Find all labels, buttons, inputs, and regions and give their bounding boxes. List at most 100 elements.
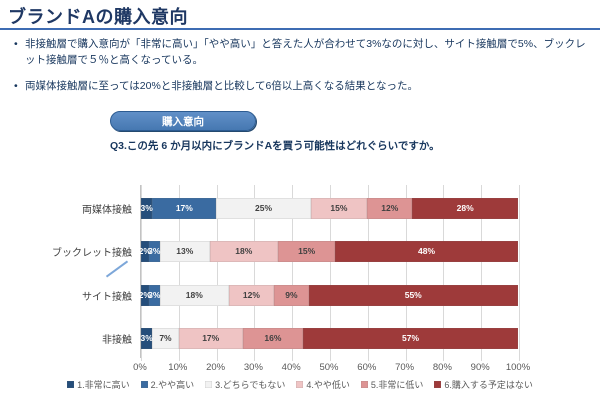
category-label: 両媒体接触 xyxy=(82,205,132,216)
legend-label: 3.どちらでもない xyxy=(215,380,286,390)
bar-segment: 3% xyxy=(140,198,153,219)
bar: 2% 3% 18% 12% 9% 55% xyxy=(138,285,518,306)
bar-segment: 55% xyxy=(308,285,518,306)
bar-segment-label: 15% xyxy=(330,203,348,214)
title-underline xyxy=(0,28,600,30)
gridline xyxy=(405,185,407,361)
legend: 1.非常に高い 2.やや高い 3.どちらでもない 4.やや低い 5.非常に低い 6.購入す… xyxy=(0,378,600,391)
bar-segment-label: 17% xyxy=(175,203,193,214)
legend-marker xyxy=(67,381,75,388)
bar-segment-label: 18% xyxy=(185,290,203,301)
bar-segment: 17% xyxy=(152,198,217,219)
category-label: ブックレット接触 xyxy=(52,248,132,259)
bullet-item: 非接触層で購入意向が「非常に高い」「やや高い」と答えた人が合わせて3%なのに対し… xyxy=(14,36,592,69)
gridline xyxy=(292,185,294,361)
legend-marker xyxy=(434,381,442,388)
bar: 2% 3% 13% 18% 15% 48% xyxy=(138,241,518,262)
legend-label: 2.やや高い xyxy=(150,380,195,390)
bar-segment: 3% xyxy=(148,285,161,306)
bar-segment-label: 12% xyxy=(381,203,399,214)
bar-segment-label: 25% xyxy=(254,203,272,214)
bar-segment: 57% xyxy=(303,328,518,349)
bar-segment-label: 17% xyxy=(202,333,220,344)
category-axis: 両媒体接触ブックレット接触サイト接触非接触 xyxy=(0,185,136,358)
bar-segment-label: 55% xyxy=(404,290,422,301)
category-label: 非接触 xyxy=(102,335,132,346)
legend-item: 5.非常に低い xyxy=(360,378,424,391)
bar-segment: 17% xyxy=(178,328,243,349)
bullet-item: 両媒体接触層に至っては20%と非接触層と比較して6倍以上高くなる結果となった。 xyxy=(14,78,592,95)
x-axis-tick-label: 0% xyxy=(133,362,147,373)
x-axis-tick-label: 50% xyxy=(319,362,339,373)
bar-segment-label: 2% xyxy=(138,246,151,257)
legend-item: 3.どちらでもない xyxy=(205,378,285,391)
page-title: ブランドAの購入意向 xyxy=(8,7,188,27)
bar-segment: 12% xyxy=(367,198,413,219)
bar-segment: 12% xyxy=(228,285,275,306)
x-axis-tick-label: 40% xyxy=(281,362,301,373)
gridline xyxy=(216,185,218,361)
legend-item: 4.やや低い xyxy=(296,378,350,391)
bar-segment-label: 3% xyxy=(148,290,161,301)
x-axis-tick-label: 100% xyxy=(505,362,531,373)
bar-segment-label: 3% xyxy=(140,203,153,214)
legend-label: 6.購入する予定はない xyxy=(444,380,533,390)
category-label: サイト接触 xyxy=(82,292,132,303)
x-axis: 0% 10% 20% 30% 40% 50% 60% 70% 80% 90% 100% xyxy=(133,362,530,374)
x-axis-tick-label: 90% xyxy=(470,362,490,373)
bar-segment: 18% xyxy=(160,285,229,306)
bar-segment: 13% xyxy=(160,241,210,262)
bar-segment-label: 3% xyxy=(148,246,161,257)
bar-segment: 28% xyxy=(412,198,518,219)
gridline xyxy=(519,185,520,361)
legend-marker xyxy=(140,381,148,388)
plot-area: 3% 17% 25% 15% 12% 28% 2% 3% 13% 18% 15% 48% 2% 3% 18%… xyxy=(138,185,520,361)
bar-segment: 15% xyxy=(278,241,336,262)
bar-segment-label: 28% xyxy=(456,203,474,214)
bar-segment-label: 18% xyxy=(235,246,253,257)
legend-item: 1.非常に高い xyxy=(67,378,130,391)
bar-segment: 2% xyxy=(138,285,151,306)
gridline xyxy=(330,185,331,361)
bullet-list: 非接触層で購入意向が「非常に高い」「やや高い」と答えた人が合わせて3%なのに対し… xyxy=(14,36,592,103)
bar-segment-label: 7% xyxy=(159,333,172,344)
bar-segment: 15% xyxy=(310,198,368,219)
bar-segment-label: 3% xyxy=(140,333,153,344)
legend-marker xyxy=(360,381,368,388)
bar-segment-label: 48% xyxy=(418,246,436,257)
gridline xyxy=(481,185,483,361)
bar: 3% 17% 25% 15% 12% 28% xyxy=(141,198,518,219)
legend-item: 6.購入する予定はない xyxy=(434,378,533,391)
legend-label: 5.非常に低い xyxy=(370,380,424,390)
x-axis-tick-label: 60% xyxy=(357,362,377,373)
purchase-intent-button[interactable]: 購入意向 xyxy=(110,111,256,131)
gridline xyxy=(178,185,180,361)
bar-segment: 25% xyxy=(216,198,311,219)
bar-segment-label: 57% xyxy=(401,333,419,344)
legend-marker xyxy=(296,381,304,388)
bar-segment-label: 2% xyxy=(138,290,151,301)
gridline xyxy=(443,185,445,361)
bar-segment: 3% xyxy=(140,328,153,349)
legend-label: 4.やや低い xyxy=(306,380,350,390)
legend-marker xyxy=(205,381,213,388)
bar-segment-label: 13% xyxy=(176,246,194,257)
bar-segment: 18% xyxy=(209,241,279,262)
gridline xyxy=(367,185,369,361)
bar-segment: 9% xyxy=(274,285,309,306)
purchase-intent-button-label: 購入意向 xyxy=(162,115,204,128)
bar-segment-label: 15% xyxy=(298,246,316,257)
gridline xyxy=(141,185,142,361)
bar-segment: 16% xyxy=(242,328,304,349)
legend-label: 1.非常に高い xyxy=(77,380,130,390)
x-axis-tick-label: 30% xyxy=(243,362,263,373)
x-axis-tick-label: 80% xyxy=(432,362,452,373)
bar-segment: 3% xyxy=(148,241,161,262)
x-axis-tick-label: 10% xyxy=(168,362,188,373)
question-text: Q3.この先 6 か月以内にブランドAを買う可能性はどれぐらいですか。 xyxy=(110,140,440,152)
gridline xyxy=(254,185,256,361)
x-axis-tick-label: 70% xyxy=(395,362,415,373)
bar-segment-label: 12% xyxy=(242,290,260,301)
x-axis-tick-label: 20% xyxy=(206,362,226,373)
